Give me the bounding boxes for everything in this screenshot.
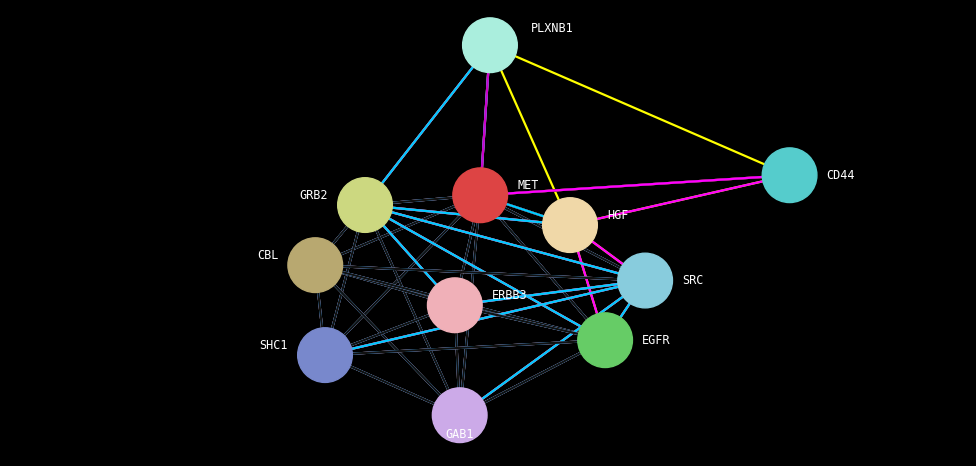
Text: GRB2: GRB2 [300,189,328,202]
Ellipse shape [427,278,482,333]
Ellipse shape [298,328,352,383]
Ellipse shape [618,253,672,308]
Ellipse shape [338,178,392,233]
Text: PLXNB1: PLXNB1 [531,22,574,35]
Ellipse shape [543,198,597,253]
Ellipse shape [432,388,487,443]
Text: HGF: HGF [607,209,629,222]
Text: SHC1: SHC1 [260,339,288,352]
Ellipse shape [463,18,517,73]
Ellipse shape [453,168,508,223]
Text: GAB1: GAB1 [445,428,474,441]
Text: CD44: CD44 [827,169,855,182]
Text: CBL: CBL [257,249,278,262]
Text: ERBB3: ERBB3 [492,289,528,302]
Text: EGFR: EGFR [642,334,671,347]
Text: MET: MET [517,179,539,192]
Ellipse shape [288,238,343,293]
Text: SRC: SRC [682,274,704,287]
Ellipse shape [578,313,632,368]
Ellipse shape [762,148,817,203]
